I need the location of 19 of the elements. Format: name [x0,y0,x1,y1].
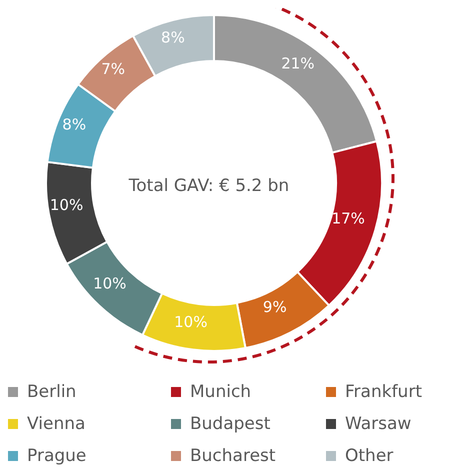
legend-label: Munich [190,382,252,402]
legend-label: Berlin [27,382,76,402]
legend-label: Frankfurt [345,382,422,402]
legend-label: Vienna [27,414,86,434]
data-label: 8% [161,28,185,47]
legend-label: Budapest [190,414,270,434]
data-label: 9% [262,298,287,316]
data-label: 17% [332,209,365,228]
data-label: 21% [281,54,315,72]
data-label: 7% [101,60,126,78]
data-label: 10% [174,312,208,331]
data-label: 10% [50,196,84,214]
legend-label: Bucharest [190,446,276,466]
text: Total GAV: € 5.2 bn [128,176,290,196]
data-label: 10% [93,274,126,293]
data-label: 8% [62,116,86,134]
legend-label: Other [345,446,394,466]
legend-label: Warsaw [345,414,412,434]
legend-label: Prague [27,446,86,466]
